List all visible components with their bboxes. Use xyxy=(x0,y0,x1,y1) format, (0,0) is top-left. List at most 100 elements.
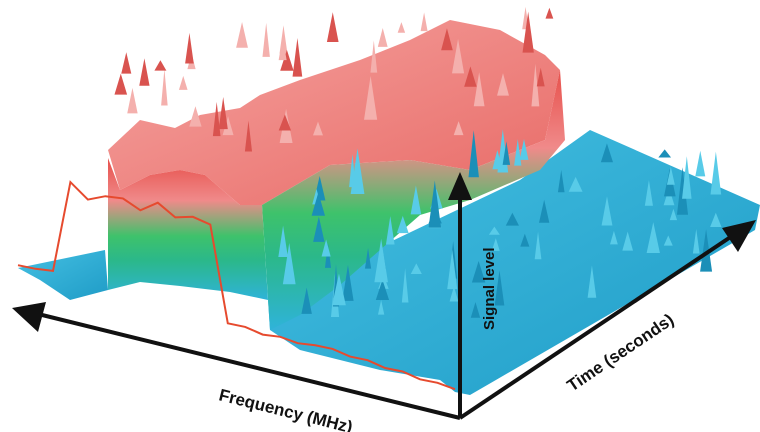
signal-spike xyxy=(364,75,378,120)
signal-spike xyxy=(139,58,150,86)
signal-spike xyxy=(278,114,292,131)
noise-spike xyxy=(342,264,354,301)
signal-spike xyxy=(441,28,453,51)
noise-spike xyxy=(587,265,597,298)
signal-spike xyxy=(236,22,248,48)
noise-spike xyxy=(682,156,692,199)
noise-spike xyxy=(313,216,325,242)
signal-spike xyxy=(222,116,234,136)
signal-spike xyxy=(218,96,228,130)
noise-spike xyxy=(468,130,479,178)
signal-spike xyxy=(473,72,485,107)
signal-spike xyxy=(154,60,167,71)
noise-spike xyxy=(658,149,672,158)
noise-spike xyxy=(610,230,618,245)
noise-spike xyxy=(491,238,500,251)
noise-spike xyxy=(494,270,505,306)
noise-spike xyxy=(669,208,678,221)
noise-floor-back xyxy=(18,250,108,300)
signal-spike xyxy=(522,11,534,53)
signal-spike xyxy=(451,38,465,74)
signal-spike xyxy=(280,49,294,71)
signal-spike xyxy=(420,12,428,32)
noise-spike xyxy=(568,176,583,192)
noise-spike xyxy=(301,287,312,314)
signal-spike xyxy=(292,38,303,77)
noise-spike xyxy=(492,150,503,170)
noise-spike xyxy=(410,263,422,274)
frequency-axis-label: Frequency (MHz) xyxy=(217,385,354,432)
signal-front-wall xyxy=(108,158,268,300)
signal-spike xyxy=(212,101,221,137)
noise-floor-right xyxy=(268,130,760,395)
signal-spike xyxy=(531,63,540,107)
noise-spike xyxy=(401,268,409,303)
noise-spike xyxy=(692,229,700,254)
signal-top-surface xyxy=(108,20,560,205)
noise-spike xyxy=(663,235,673,246)
signal-spike xyxy=(370,40,378,73)
noise-spike xyxy=(557,169,565,193)
signal-spike xyxy=(326,12,339,42)
noise-spike xyxy=(374,238,388,283)
front-signal-trace xyxy=(17,180,456,391)
noise-spike xyxy=(519,138,529,160)
noise-spike xyxy=(364,247,372,269)
signal-spike xyxy=(464,66,477,87)
noise-spike xyxy=(710,212,722,227)
noise-spike xyxy=(396,215,409,234)
noise-spike xyxy=(428,180,442,228)
frequency-axis-arrowhead xyxy=(12,302,46,332)
noise-spike xyxy=(470,302,481,318)
noise-spike xyxy=(449,286,459,302)
noise-spike xyxy=(410,185,422,215)
noise-spike xyxy=(520,233,530,247)
signal-spike xyxy=(497,73,509,96)
time-axis-arrowhead xyxy=(722,220,756,252)
noise-spike xyxy=(622,231,634,251)
signal-spike xyxy=(178,75,188,90)
time-axis-line xyxy=(458,230,740,420)
signal-spike xyxy=(189,106,202,127)
noise-spike xyxy=(375,279,390,300)
signal-level-axis-arrowhead xyxy=(448,172,472,200)
signal-spike xyxy=(397,22,406,33)
signal-spike xyxy=(244,120,253,152)
noise-spike xyxy=(502,141,511,165)
noise-spike xyxy=(311,192,326,216)
signal-spike xyxy=(185,32,194,64)
noise-spike xyxy=(601,196,613,226)
noise-spike xyxy=(385,216,395,245)
noise-spike xyxy=(534,231,542,260)
noise-spike xyxy=(539,199,550,223)
noise-spike xyxy=(349,154,356,188)
signal-spike xyxy=(114,73,128,95)
signal-spike xyxy=(278,37,287,61)
signal-spike xyxy=(536,67,545,87)
noise-spike xyxy=(666,166,675,185)
signal-spike xyxy=(453,121,464,136)
signal-spike xyxy=(161,68,168,106)
noise-spike xyxy=(695,150,706,177)
noise-spike xyxy=(321,239,331,257)
signal-spike xyxy=(313,121,323,136)
noise-spike xyxy=(278,225,288,258)
noise-spikes xyxy=(114,6,722,318)
noise-spike xyxy=(471,260,486,283)
noise-spike xyxy=(646,222,660,253)
noise-spike xyxy=(332,273,346,306)
signal-spike xyxy=(545,7,554,19)
noise-spike xyxy=(676,167,689,215)
noise-spike xyxy=(710,151,722,195)
noise-spike xyxy=(488,226,500,235)
noise-spike xyxy=(644,180,653,206)
signal-spike xyxy=(127,87,138,114)
noise-spike xyxy=(447,249,458,290)
noise-spike xyxy=(700,229,713,272)
noise-spike xyxy=(505,212,519,226)
signal-level-axis-label: Signal level xyxy=(481,247,498,330)
signal-spike xyxy=(377,27,388,47)
signal-spike xyxy=(262,22,270,57)
noise-spike xyxy=(377,299,385,315)
